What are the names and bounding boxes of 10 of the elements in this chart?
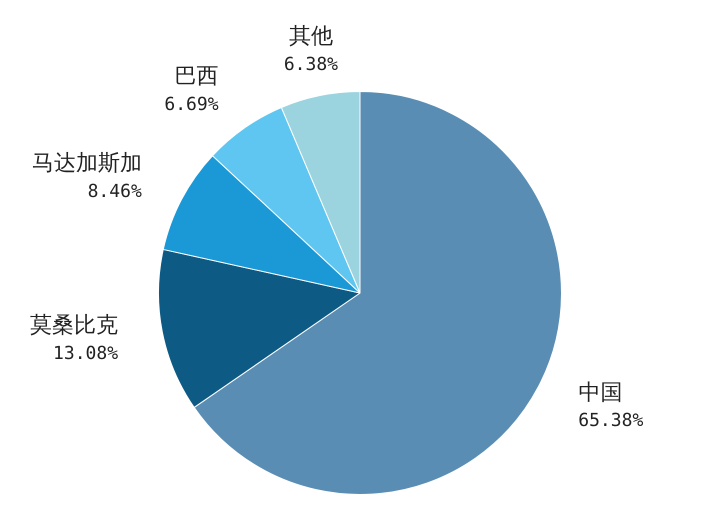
data-label: 6.38% xyxy=(284,54,338,76)
data-label: 65.38% xyxy=(578,410,644,432)
data-label: 6.69% xyxy=(164,94,219,115)
slice-label: 莫桑比克 xyxy=(30,313,118,338)
slice-label: 马达加斯加 xyxy=(32,151,142,176)
data-label: 8.46% xyxy=(88,181,142,202)
slice-label: 中国 xyxy=(578,380,622,406)
data-label: 13.08% xyxy=(53,342,118,364)
slice-label: 其他 xyxy=(288,24,333,50)
slice-label: 巴西 xyxy=(174,64,219,89)
